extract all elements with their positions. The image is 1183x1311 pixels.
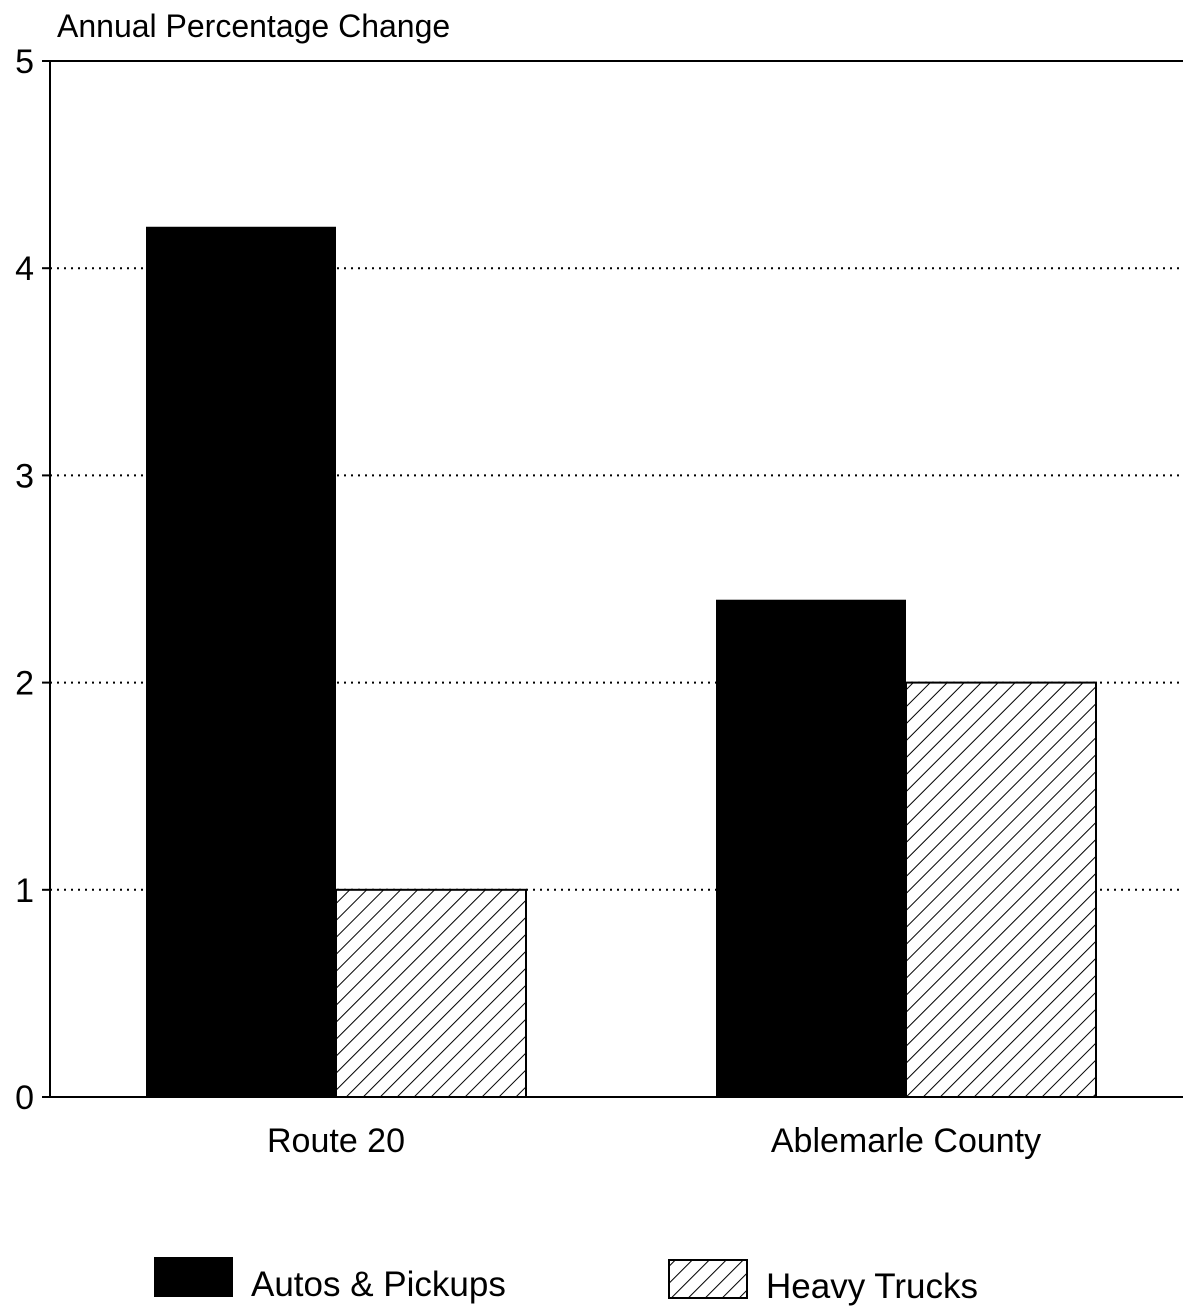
x-category-label: Ablemarle County [771, 1122, 1041, 1160]
y-tick-label: 2 [15, 665, 34, 703]
bars [146, 226, 1097, 1098]
y-tick-label: 5 [15, 43, 34, 81]
legend-label-autos: Autos & Pickups [251, 1265, 506, 1304]
legend-label-heavy-trucks: Heavy Trucks [766, 1267, 978, 1306]
y-tick-label: 3 [15, 457, 34, 495]
y-tick-label: 4 [15, 250, 34, 288]
legend-swatch-autos [154, 1257, 233, 1297]
bar-heavy-trucks [335, 888, 527, 1098]
x-categories: Route 20 Ablemarle County [267, 1122, 1041, 1160]
bar-heavy-trucks [905, 681, 1097, 1098]
y-tick-label: 1 [15, 872, 34, 910]
bar-autos-pickups [716, 599, 906, 1097]
bar-autos-pickups [146, 226, 336, 1097]
x-category-label: Route 20 [267, 1122, 405, 1160]
y-ticks: 0 1 2 3 4 5 [15, 43, 50, 1117]
y-tick-label: 0 [15, 1079, 34, 1117]
legend: Autos & Pickups Heavy Trucks [154, 1257, 978, 1306]
legend-swatch-heavy-trucks [668, 1259, 748, 1299]
y-axis-label: Annual Percentage Change [57, 8, 450, 44]
